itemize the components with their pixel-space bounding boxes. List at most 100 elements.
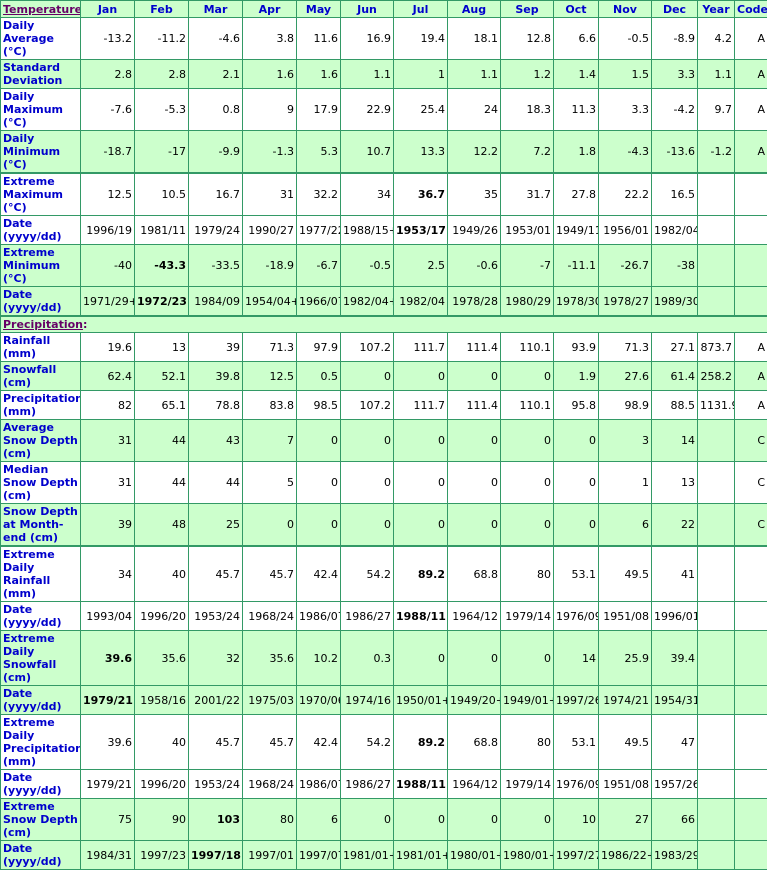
value-cell: 16.9 <box>341 18 394 60</box>
value-cell: 54.2 <box>341 546 394 602</box>
value-cell: 1988/15+ <box>341 216 394 245</box>
value-cell: 71.3 <box>599 333 652 362</box>
value-cell: 1977/22 <box>297 216 341 245</box>
year-cell: 258.2 <box>698 362 735 391</box>
value-cell: 0.3 <box>341 631 394 686</box>
value-cell: 1.9 <box>554 362 599 391</box>
value-cell: 35.6 <box>135 631 189 686</box>
value-cell: 1956/01 <box>599 216 652 245</box>
row-label: Daily Average (°C) <box>1 18 81 60</box>
record-value: 39.6 <box>105 652 132 665</box>
temperature-link[interactable]: Temperature <box>3 3 81 16</box>
value-cell: 44 <box>189 462 243 504</box>
code-cell: A <box>735 89 767 131</box>
code-cell: A <box>735 131 767 174</box>
value-cell: 0 <box>394 362 448 391</box>
value-cell: 1997/18 <box>189 841 243 870</box>
value-cell: 1964/12 <box>448 770 501 799</box>
value-cell: 111.4 <box>448 333 501 362</box>
value-cell: 1953/17 <box>394 216 448 245</box>
value-cell: 0 <box>448 420 501 462</box>
value-cell: 0 <box>501 504 554 547</box>
month-header-aug: Aug <box>448 1 501 18</box>
value-cell: 1990/27 <box>243 216 297 245</box>
value-cell: 53.1 <box>554 546 599 602</box>
value-cell: 111.4 <box>448 391 501 420</box>
value-cell: 2.5 <box>394 245 448 287</box>
value-cell: 12.5 <box>81 173 135 216</box>
row-label: Extreme Maximum (°C) <box>1 173 81 216</box>
value-cell: 1984/09 <box>189 287 243 317</box>
year-cell <box>698 504 735 547</box>
code-cell: A <box>735 362 767 391</box>
value-cell: 32.2 <box>297 173 341 216</box>
value-cell: -0.5 <box>341 245 394 287</box>
value-cell: 39 <box>81 504 135 547</box>
value-cell: 0 <box>394 504 448 547</box>
value-cell: -38 <box>652 245 698 287</box>
year-cell <box>698 799 735 841</box>
row-label: Extreme Snow Depth (cm) <box>1 799 81 841</box>
value-cell: 7 <box>243 420 297 462</box>
year-cell <box>698 546 735 602</box>
value-cell: 1975/03 <box>243 686 297 715</box>
value-cell: 1986/07 <box>297 770 341 799</box>
value-cell: 44 <box>135 462 189 504</box>
row-label: Date (yyyy/dd) <box>1 602 81 631</box>
record-value: 1979/21 <box>83 694 133 707</box>
value-cell: 1957/26 <box>652 770 698 799</box>
record-value: 1988/11 <box>396 778 446 791</box>
year-cell <box>698 686 735 715</box>
value-cell: 1986/27 <box>341 602 394 631</box>
value-cell: 17.9 <box>297 89 341 131</box>
value-cell: 90 <box>135 799 189 841</box>
value-cell: 89.2 <box>394 715 448 770</box>
value-cell: 48 <box>135 504 189 547</box>
value-cell: 1.8 <box>554 131 599 174</box>
value-cell: 31 <box>243 173 297 216</box>
record-value: 1988/11 <box>396 610 446 623</box>
value-cell: 1982/04 <box>652 216 698 245</box>
value-cell: 3.3 <box>652 60 698 89</box>
record-value: 89.2 <box>418 568 445 581</box>
value-cell: 103 <box>189 799 243 841</box>
year-cell <box>698 770 735 799</box>
month-header-sep: Sep <box>501 1 554 18</box>
value-cell: 2.8 <box>81 60 135 89</box>
value-cell: 1972/23 <box>135 287 189 317</box>
value-cell: 1997/26 <box>554 686 599 715</box>
value-cell: 1981/11 <box>135 216 189 245</box>
row-label: Snowfall (cm) <box>1 362 81 391</box>
value-cell: 34 <box>341 173 394 216</box>
value-cell: 39.4 <box>652 631 698 686</box>
precipitation-link[interactable]: Precipitation <box>3 318 83 331</box>
value-cell: 0 <box>448 504 501 547</box>
value-cell: 1.6 <box>297 60 341 89</box>
month-header-jan: Jan <box>81 1 135 18</box>
code-cell <box>735 287 767 317</box>
table-row: Extreme Minimum (°C)-40-43.3-33.5-18.9-6… <box>1 245 767 287</box>
value-cell: 0 <box>297 504 341 547</box>
value-cell: 1978/28 <box>448 287 501 317</box>
value-cell: 54.2 <box>341 715 394 770</box>
year-cell <box>698 462 735 504</box>
value-cell: 22 <box>652 504 698 547</box>
month-header-may: May <box>297 1 341 18</box>
value-cell: 0 <box>501 362 554 391</box>
value-cell: 110.1 <box>501 391 554 420</box>
row-label: Extreme Minimum (°C) <box>1 245 81 287</box>
value-cell: 6 <box>297 799 341 841</box>
value-cell: -11.2 <box>135 18 189 60</box>
code-cell <box>735 841 767 870</box>
value-cell: 47 <box>652 715 698 770</box>
value-cell: 49.5 <box>599 715 652 770</box>
row-label: Extreme Daily Precipitation (mm) <box>1 715 81 770</box>
month-header-jun: Jun <box>341 1 394 18</box>
value-cell: 12.8 <box>501 18 554 60</box>
year-cell: 1.1 <box>698 60 735 89</box>
code-cell <box>735 173 767 216</box>
